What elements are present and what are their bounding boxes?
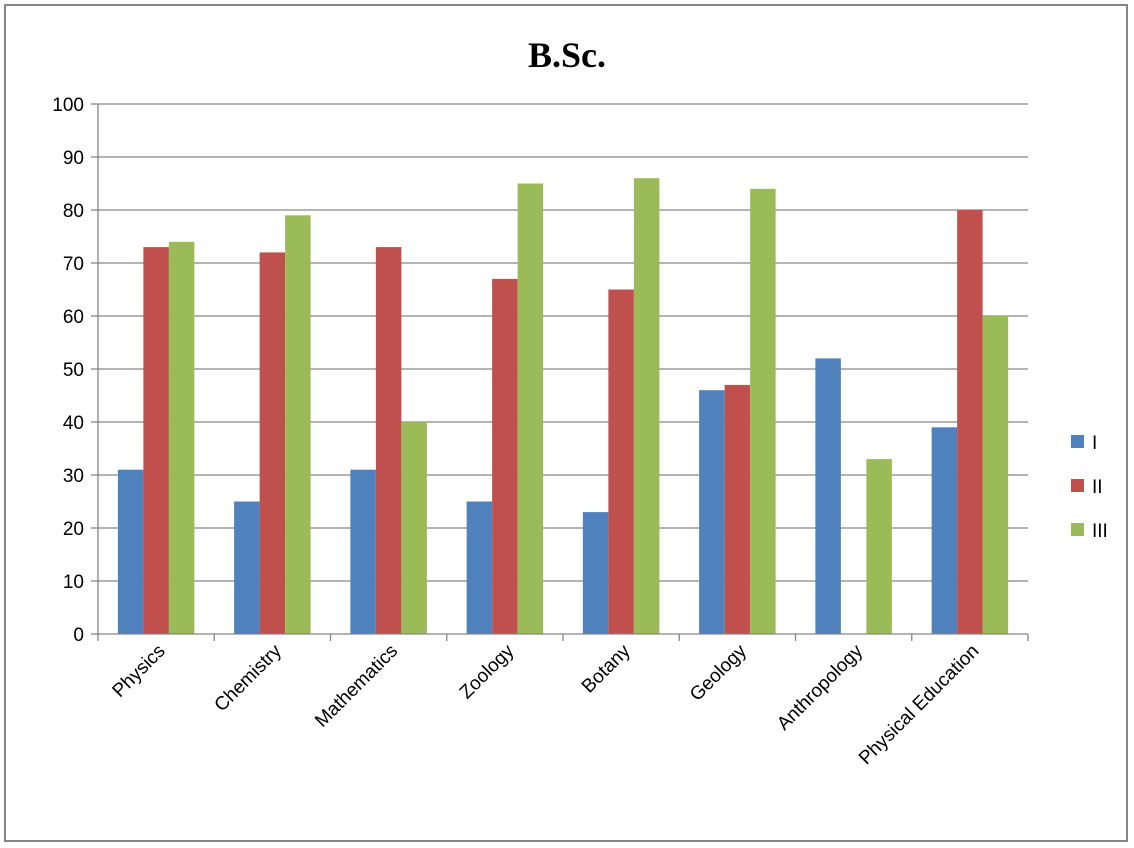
x-tick-label: Geology [686,640,751,705]
bar-II-zoology [492,278,518,634]
y-tick-label: 100 [52,95,84,116]
x-tick-labels: Physics Chemistry Mathematics Zoology Botany… [109,640,984,769]
bar-II-botany [608,289,634,634]
y-tick-label: 0 [73,625,84,646]
legend-label: II [1092,477,1103,498]
bar-II-physical-education [957,210,983,634]
legend-label: III [1092,521,1108,542]
bar-I-mathematics [350,469,376,634]
y-tick-label: 70 [63,254,84,275]
x-tick-label: Anthropology [773,640,867,734]
legend-swatch [1071,435,1084,448]
bar-II-mathematics [375,247,402,634]
y-tick-label: 40 [63,413,84,434]
bar-III-physical-education [982,316,1009,634]
x-tick-label: Physics [109,641,170,702]
x-tick-label: Physical Education [855,641,983,769]
bar-I-geology [699,390,725,634]
bar-III-botany [633,178,660,634]
bar-III-physics [168,241,195,635]
y-tick-labels: 0 10 20 30 40 50 60 70 80 90 100 [52,95,84,646]
bar-III-chemistry [285,215,311,635]
x-tick-label: Chemistry [211,640,287,716]
bar-I-chemistry [234,501,260,634]
bar-III-geology [750,188,776,635]
bar-III-mathematics [401,422,427,634]
bar-I-botany [582,512,609,634]
x-tick-label: Botany [578,640,635,697]
legend-swatch [1071,479,1084,492]
bar-II-physics [143,247,169,634]
bar-I-physical-education [931,427,958,634]
legend-label: I [1092,433,1097,454]
x-tick-label: Zoology [456,640,519,703]
y-tick-label: 50 [63,360,84,381]
bar-I-physics [117,469,144,634]
bar-I-zoology [466,501,493,634]
axes [91,103,1029,641]
y-tick-label: 20 [63,519,84,540]
y-tick-label: 60 [63,307,84,328]
bar-III-anthropology [866,459,892,634]
y-tick-label: 10 [63,572,84,593]
y-tick-label: 90 [63,148,84,169]
y-tick-label: 30 [63,466,84,487]
bar-II-geology [724,384,751,634]
bar-III-zoology [517,183,544,634]
bar-II-chemistry [259,252,286,634]
legend-swatch [1071,523,1084,536]
x-tick-label: Mathematics [311,641,402,732]
bars [117,178,1009,635]
bar-I-anthropology [815,358,841,634]
y-tick-label: 80 [63,201,84,222]
chart-title: B.Sc. [528,35,606,75]
